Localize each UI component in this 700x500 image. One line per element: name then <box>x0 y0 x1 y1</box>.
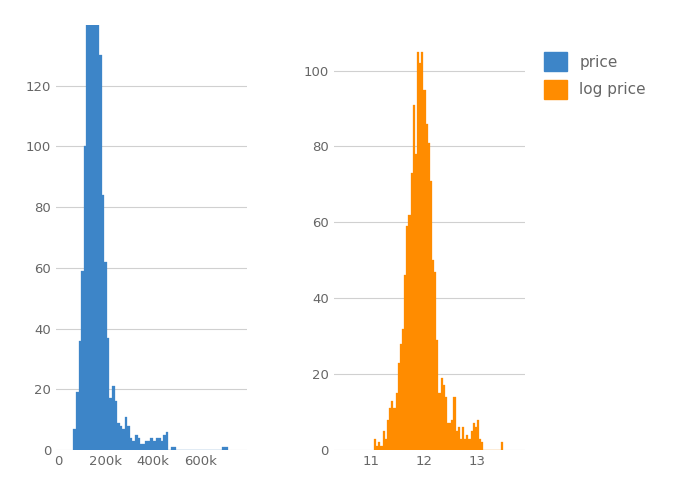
Bar <box>223 447 225 450</box>
Bar <box>468 438 470 450</box>
Bar <box>166 432 169 450</box>
Bar <box>143 444 146 450</box>
Bar <box>112 386 115 450</box>
Bar <box>440 378 442 450</box>
Bar <box>161 441 163 450</box>
Bar <box>92 0 94 450</box>
Bar <box>452 420 454 450</box>
Bar <box>466 435 468 450</box>
Bar <box>464 438 466 450</box>
Bar <box>393 408 395 450</box>
Bar <box>434 272 436 450</box>
Bar <box>163 435 166 450</box>
Bar <box>122 429 125 450</box>
Bar <box>150 438 153 450</box>
Bar <box>158 438 161 450</box>
Bar <box>385 438 387 450</box>
Bar <box>410 173 413 450</box>
Bar <box>462 427 464 450</box>
Bar <box>402 328 404 450</box>
Bar <box>120 426 122 450</box>
Bar <box>391 400 393 450</box>
Bar <box>395 393 398 450</box>
Bar <box>76 392 78 450</box>
Bar <box>436 340 438 450</box>
Bar <box>449 424 452 450</box>
Bar <box>415 154 417 450</box>
Bar <box>115 402 117 450</box>
Bar <box>74 429 76 450</box>
Bar <box>442 386 444 450</box>
Bar <box>84 146 86 450</box>
Bar <box>104 262 107 450</box>
Bar <box>138 438 140 450</box>
Bar <box>454 397 456 450</box>
Bar <box>125 416 127 450</box>
Bar <box>473 424 475 450</box>
Bar <box>482 442 484 450</box>
Bar <box>406 226 408 450</box>
Bar <box>97 10 99 450</box>
Bar <box>117 422 120 450</box>
Bar <box>381 446 383 450</box>
Bar <box>374 438 376 450</box>
Bar <box>419 63 421 450</box>
Bar <box>155 438 158 450</box>
Bar <box>421 52 424 450</box>
Bar <box>107 338 109 450</box>
Bar <box>424 90 426 450</box>
Bar <box>500 442 503 450</box>
Bar <box>398 362 400 450</box>
Bar <box>447 424 449 450</box>
Bar <box>430 180 432 450</box>
Bar <box>470 431 473 450</box>
Bar <box>456 431 458 450</box>
Bar <box>408 214 410 450</box>
Bar <box>140 444 143 450</box>
Bar <box>387 420 389 450</box>
Bar <box>153 441 155 450</box>
Bar <box>417 52 419 450</box>
Bar <box>479 438 482 450</box>
Bar <box>413 104 415 450</box>
Bar <box>109 398 112 450</box>
Bar <box>460 438 462 450</box>
Bar <box>428 142 430 450</box>
Bar <box>432 260 434 450</box>
Bar <box>86 25 89 450</box>
Bar <box>174 447 176 450</box>
Bar <box>475 427 477 450</box>
Bar <box>132 441 135 450</box>
Bar <box>127 426 130 450</box>
Legend: price, log price: price, log price <box>540 48 650 104</box>
Bar <box>426 124 428 450</box>
Bar <box>78 340 81 450</box>
Bar <box>81 271 84 450</box>
Bar <box>171 447 174 450</box>
Bar <box>458 427 460 450</box>
Bar <box>444 397 447 450</box>
Bar <box>389 408 391 450</box>
Bar <box>225 447 228 450</box>
Bar <box>404 276 406 450</box>
Bar <box>383 431 385 450</box>
Bar <box>438 393 440 450</box>
Bar <box>477 420 479 450</box>
Bar <box>130 438 132 450</box>
Bar <box>102 195 104 450</box>
Bar <box>135 435 138 450</box>
Bar <box>89 0 92 450</box>
Bar <box>146 441 148 450</box>
Bar <box>400 344 402 450</box>
Bar <box>94 0 97 450</box>
Bar <box>148 441 150 450</box>
Bar <box>99 56 102 450</box>
Bar <box>378 442 381 450</box>
Bar <box>376 446 378 450</box>
